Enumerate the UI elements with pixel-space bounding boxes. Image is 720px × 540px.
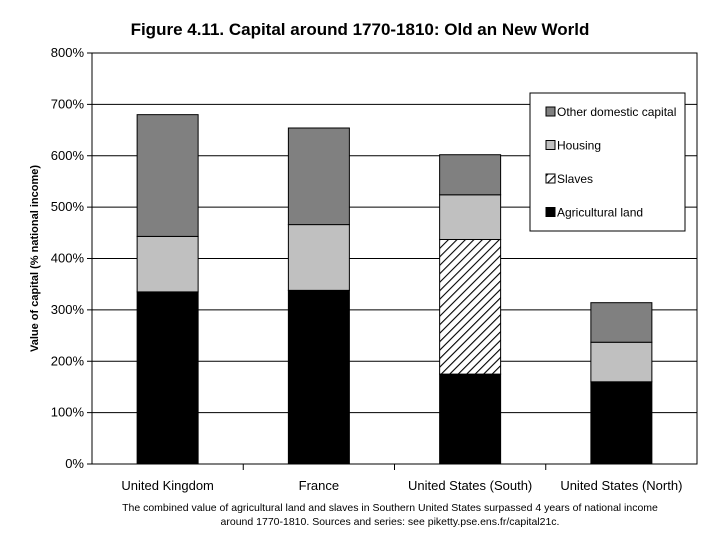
bar-segment-other-domestic-capital	[287, 127, 350, 226]
x-tick-label: United States (North)	[560, 478, 682, 493]
y-axis-label: Value of capital (% national income)	[29, 165, 41, 352]
bar-segment-agricultural-land	[287, 289, 350, 465]
legend-label: Housing	[557, 139, 601, 153]
legend-box	[529, 92, 686, 232]
x-tick-label: United Kingdom	[121, 478, 214, 493]
y-tick-label: 300%	[51, 302, 85, 317]
y-tick-label: 100%	[51, 405, 85, 420]
y-tick-label: 600%	[51, 148, 85, 163]
bar-segment-other-domestic-capital	[136, 114, 199, 237]
bar-segment-agricultural-land	[136, 291, 199, 465]
legend-swatch-agricultural-land	[545, 207, 556, 217]
bar-segment-housing	[287, 224, 350, 291]
bar-segment-housing	[590, 341, 653, 383]
legend-label: Slaves	[557, 172, 593, 186]
y-tick-label: 400%	[51, 251, 85, 266]
y-tick-label: 700%	[51, 96, 85, 111]
legend-label: Other domestic capital	[557, 105, 676, 119]
chart-footnote: The combined value of agricultural land …	[122, 502, 658, 528]
bar-segment-other-domestic-capital	[439, 154, 502, 196]
legend-label: Agricultural land	[557, 206, 643, 220]
chart-title: Figure 4.11. Capital around 1770-1810: O…	[130, 20, 590, 39]
bar-segment-slaves	[439, 238, 502, 375]
legend-swatch-slaves	[545, 173, 556, 184]
x-tick-label: United States (South)	[408, 478, 532, 493]
bar-segment-housing	[439, 194, 502, 240]
x-tick-label: France	[299, 478, 339, 493]
legend-swatch-housing	[545, 140, 556, 150]
legend-swatch-other-domestic-capital	[545, 106, 556, 117]
bar-segment-agricultural-land	[439, 373, 502, 465]
bar-segment-housing	[136, 235, 199, 293]
bar-segment-other-domestic-capital	[590, 302, 653, 343]
y-tick-label: 0%	[65, 456, 84, 471]
y-tick-label: 800%	[51, 45, 85, 60]
y-tick-label: 500%	[51, 199, 85, 214]
bar-segment-agricultural-land	[590, 381, 653, 465]
y-tick-label: 200%	[51, 353, 85, 368]
